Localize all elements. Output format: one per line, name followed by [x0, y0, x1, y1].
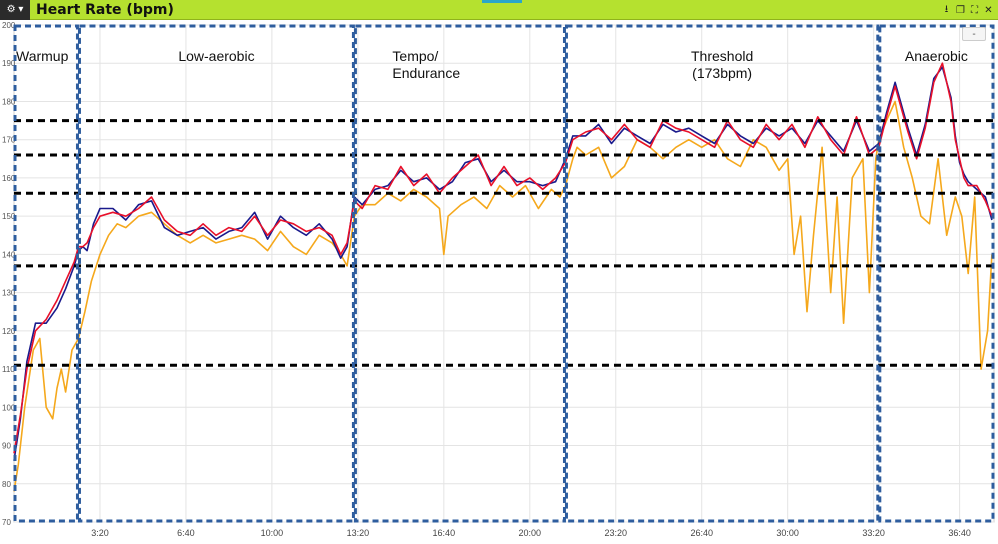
x-tick-label: 26:40: [690, 528, 713, 538]
gear-icon[interactable]: ⚙ ▾: [0, 0, 30, 20]
segment-box: [13, 24, 79, 523]
segment-box: [564, 24, 880, 523]
segment-label: Low-aerobic: [178, 48, 254, 64]
x-tick-label: 10:00: [261, 528, 284, 538]
segment-label: Warmup: [16, 48, 69, 64]
y-tick-label: 100: [2, 403, 16, 412]
segment-label: Threshold (173bpm): [691, 48, 753, 81]
x-tick-label: 36:40: [948, 528, 971, 538]
window-controls: ⭳ ❐ ⛶ ✕: [941, 0, 994, 20]
segment-box: [353, 24, 566, 523]
chart-grid: [13, 24, 995, 523]
y-tick-label: 120: [2, 327, 16, 336]
y-tick-label: 110: [2, 365, 15, 374]
x-tick-label: 3:20: [91, 528, 109, 538]
segment-box: [878, 24, 995, 523]
x-axis-ticks: 3:20 6:40 10:00 13:20 16:40 20:00 23:20 26:40 30…: [91, 528, 971, 538]
y-axis-ticks: 70 80 90 100 110 120 130 140 150 160 170 180 190 200: [2, 21, 16, 527]
y-tick-label: 140: [2, 250, 16, 259]
plot-area: [13, 24, 995, 523]
x-tick-label: 30:00: [776, 528, 799, 538]
series-line: [13, 100, 993, 492]
segment-label: Tempo/Endurance: [392, 48, 460, 81]
y-tick-label: 150: [2, 212, 16, 221]
tab-indicator: [482, 0, 522, 3]
segment-boxes: [13, 24, 995, 523]
y-tick-label: 200: [2, 21, 16, 30]
y-tick-label: 170: [2, 136, 16, 145]
x-tick-label: 6:40: [177, 528, 195, 538]
series-line: [13, 62, 993, 454]
zone-threshold-lines: [14, 119, 994, 367]
heart-rate-chart: 708090100110120130140150160170180190200 …: [2, 21, 995, 538]
x-tick-label: 13:20: [347, 528, 370, 538]
y-tick-label: 80: [2, 480, 11, 489]
restore-icon[interactable]: ❐: [956, 4, 965, 16]
x-tick-label: 33:20: [862, 528, 885, 538]
chart-title: Heart Rate (bpm): [36, 2, 174, 18]
x-tick-label: 16:40: [433, 528, 456, 538]
segment-label: Anaerobic: [905, 48, 968, 64]
segment-box: [77, 24, 355, 523]
segment-labels: Warmup Low-aerobic Tempo/Endurance Threshol…: [16, 48, 968, 81]
zoom-out-button[interactable]: -: [962, 27, 986, 41]
x-tick-label: 20:00: [519, 528, 542, 538]
y-tick-label: 130: [2, 289, 16, 298]
close-icon[interactable]: ✕: [984, 4, 993, 16]
y-tick-label: 90: [2, 442, 11, 451]
y-tick-label: 160: [2, 174, 16, 183]
y-tick-label: 180: [2, 97, 16, 106]
series-lines: [13, 62, 993, 492]
y-tick-label: 190: [2, 59, 16, 68]
x-tick-label: 23:20: [604, 528, 627, 538]
expand-icon[interactable]: ⛶: [971, 4, 978, 16]
y-tick-label: 70: [2, 518, 11, 527]
download-icon[interactable]: ⭳: [944, 3, 949, 15]
chart-titlebar: ⚙ ▾ Heart Rate (bpm) ⭳ ❐ ⛶ ✕: [0, 0, 998, 20]
